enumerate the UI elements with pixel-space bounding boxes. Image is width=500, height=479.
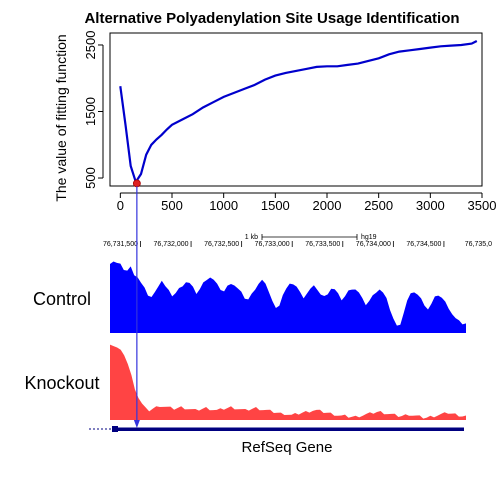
x-tick-label: 3500	[468, 198, 497, 213]
y-axis-label: The value of fitting function	[53, 34, 69, 201]
genome-coordinate-axis: 76,731,500 76,732,000 76,732,500 76,733,000…	[103, 241, 492, 248]
plot-frame	[110, 33, 482, 186]
x-tick-label: 3000	[416, 198, 445, 213]
x-tick-label: 1500	[261, 198, 290, 213]
assembly-label: hg19	[361, 234, 377, 241]
control-coverage-track	[110, 262, 466, 334]
scale-bar: 1 kb hg19	[245, 234, 377, 241]
x-tick-label: 2500	[364, 198, 393, 213]
minimum-point-marker	[133, 180, 140, 187]
y-tick-label: 2500	[83, 31, 98, 60]
y-axis: 500 1500 2500	[83, 31, 103, 189]
scale-label: 1 kb	[245, 234, 258, 241]
fitting-function-line	[120, 41, 477, 182]
apa-site-arrowhead	[134, 420, 140, 428]
x-tick-label: 1000	[209, 198, 238, 213]
x-tick-label: 500	[161, 198, 183, 213]
x-tick-label: 0	[117, 198, 124, 213]
x-tick-label: 2000	[313, 198, 342, 213]
chart-title: Alternative Polyadenylation Site Usage I…	[84, 10, 459, 27]
knockout-coverage-track	[110, 345, 466, 420]
gene-exon-start	[112, 426, 118, 432]
refseq-gene-model	[89, 426, 464, 432]
coordinate-label: 76,734,000	[356, 241, 391, 248]
x-axis: 0 500 1000 1500 2000 2500 3000 3500	[117, 193, 497, 213]
refseq-gene-label: RefSeq Gene	[242, 439, 333, 456]
coordinate-label: 76,731,500	[103, 241, 138, 248]
coordinate-label: 76,732,500	[204, 241, 239, 248]
coordinate-label: 76,732,000	[154, 241, 189, 248]
coordinate-label: 76,733,000	[255, 241, 290, 248]
knockout-label: Knockout	[24, 373, 99, 393]
coordinate-label: 76,733,500	[305, 241, 340, 248]
y-tick-label: 1500	[83, 97, 98, 126]
y-tick-label: 500	[83, 167, 98, 189]
coordinate-label: 76,734,500	[406, 241, 441, 248]
control-label: Control	[33, 289, 91, 309]
coordinate-label: 76,735,0	[465, 241, 492, 248]
gene-utr-block	[118, 428, 464, 432]
